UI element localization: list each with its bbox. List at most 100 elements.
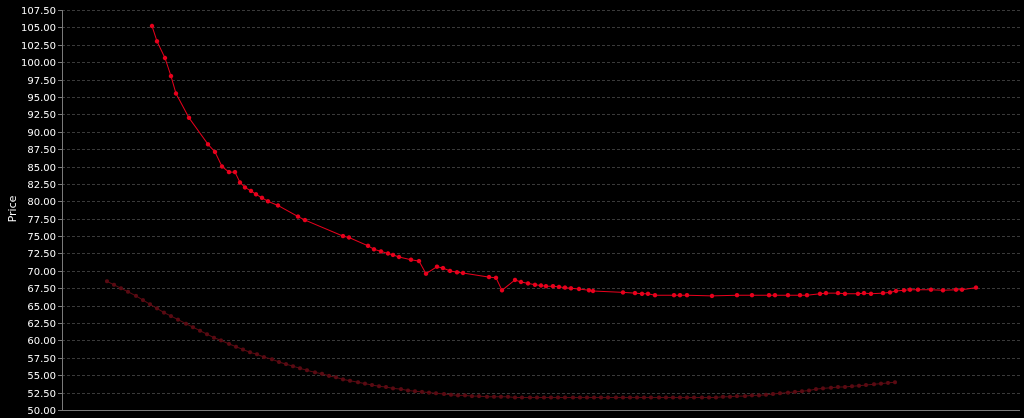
series-2-point — [334, 375, 338, 380]
series-1-point — [416, 258, 422, 264]
series-1-point — [385, 251, 391, 256]
y-tick-label: 72.50 — [27, 249, 56, 260]
series-1-point — [205, 142, 211, 147]
series-2-point — [291, 364, 295, 369]
series-2-point — [162, 310, 166, 315]
series-1-point — [378, 249, 384, 254]
series-2-point — [219, 338, 223, 343]
series-1-point — [219, 164, 225, 169]
series-2-point — [134, 293, 138, 298]
series-2-point — [105, 279, 109, 284]
series-2-point — [255, 352, 259, 357]
series-1-point — [772, 293, 778, 298]
series-2-point — [341, 377, 345, 382]
series-2-point — [793, 389, 797, 394]
series-2-point — [477, 394, 481, 399]
series-2-point — [442, 392, 446, 396]
series-2-point — [664, 395, 668, 400]
series-2-point — [406, 388, 410, 393]
series-1-point — [645, 291, 651, 296]
series-1-point — [173, 91, 179, 96]
y-tick-label: 62.50 — [27, 319, 56, 330]
series-1-point — [295, 214, 301, 219]
series-2-point — [198, 328, 202, 333]
series-1-point — [486, 274, 492, 280]
y-tick-label: 92.50 — [27, 110, 56, 121]
series-1-point — [842, 291, 848, 296]
series-1-point — [907, 287, 913, 292]
series-2-point — [456, 393, 460, 398]
series-2-point — [685, 395, 689, 400]
series-1-point — [940, 288, 946, 293]
series-layer — [105, 23, 979, 400]
series-1-point — [632, 290, 638, 296]
series-1-point — [766, 293, 772, 298]
series-1-point — [823, 290, 829, 296]
series-1-point — [556, 284, 562, 290]
series-2-point — [657, 395, 661, 400]
series-1-line — [151, 25, 977, 297]
series-1-point — [639, 291, 645, 296]
series-2-point — [506, 394, 510, 399]
series-2-point — [671, 395, 675, 400]
series-2-point — [377, 384, 381, 389]
series-2-point — [248, 350, 252, 355]
series-1-point — [835, 290, 841, 296]
series-1 — [149, 23, 979, 299]
series-2-point — [320, 371, 324, 376]
series-2-point — [277, 360, 281, 364]
series-1-point — [302, 217, 308, 223]
series-2-point — [807, 388, 811, 393]
series-2-point — [678, 395, 682, 400]
series-2-point — [886, 380, 890, 385]
series-1-point — [677, 293, 683, 298]
series-1-point — [518, 279, 524, 285]
series-2-point — [850, 384, 854, 389]
series-2-point — [692, 395, 696, 400]
y-tick-label: 55.00 — [27, 371, 56, 382]
series-2-point — [743, 394, 747, 399]
series-2-point — [492, 394, 496, 399]
series-2-point — [399, 387, 403, 392]
series-2-point — [585, 395, 589, 400]
series-2-point — [599, 395, 603, 400]
series-2-point — [434, 391, 438, 396]
series-2-point — [205, 332, 209, 337]
series-2-point — [829, 385, 833, 390]
series-1-point — [447, 268, 453, 274]
series-1-point — [953, 287, 959, 292]
series-2-point — [356, 380, 360, 385]
series-1-point — [928, 287, 934, 292]
series-2-point — [764, 392, 768, 397]
series-1-point — [797, 293, 803, 298]
series-2-point — [212, 335, 216, 340]
axis-layer: 50.00 52.50 55.00 57.50 60.00 62.50 65.00 67.50… — [21, 6, 1020, 417]
series-1-point — [149, 23, 155, 29]
series-1-point — [785, 293, 791, 298]
series-2-point — [384, 385, 388, 389]
series-2-point — [814, 387, 818, 392]
series-2-point — [141, 298, 145, 303]
series-1-point — [901, 288, 907, 293]
series-1-point — [652, 293, 658, 298]
series-2-point — [549, 395, 553, 400]
series-2-point — [184, 321, 188, 326]
series-1-point — [371, 247, 377, 252]
series-1-point — [253, 192, 259, 197]
series-2-point — [864, 383, 868, 387]
y-tick-label: 107.50 — [21, 6, 56, 17]
series-2-point — [528, 395, 532, 400]
series-2-point — [520, 395, 524, 400]
series-2-point — [119, 286, 123, 291]
series-2-point — [728, 394, 732, 399]
series-1-point — [212, 149, 218, 155]
series-1-point — [396, 254, 402, 260]
series-1-point — [423, 271, 429, 276]
series-2-point — [327, 373, 331, 378]
y-tick-label: 75.00 — [27, 232, 56, 243]
y-tick-label: 100.00 — [21, 58, 56, 69]
series-2-point — [707, 395, 711, 400]
series-2-point — [893, 380, 897, 385]
